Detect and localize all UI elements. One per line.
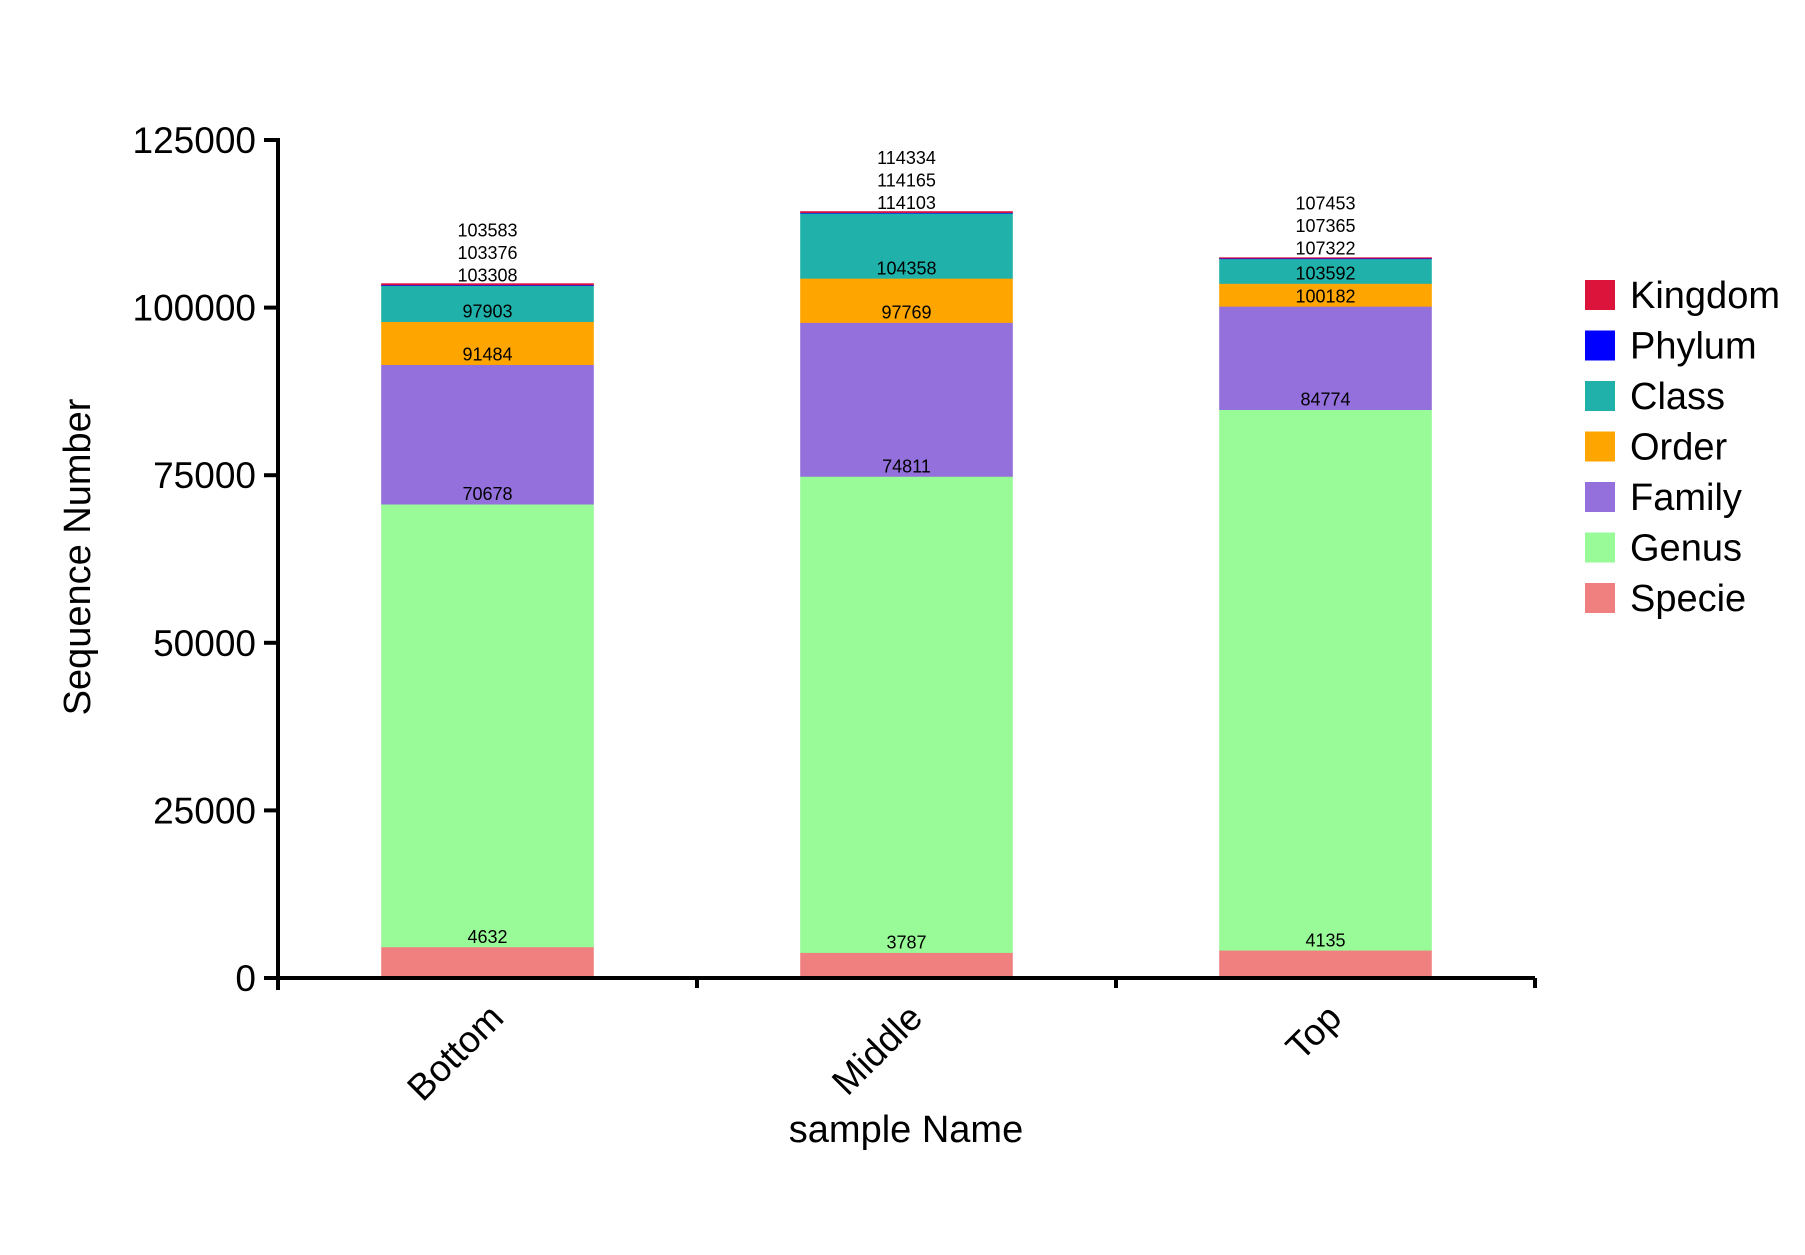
data-label-middle-genus: 74811 xyxy=(882,456,931,476)
data-label-middle-specie: 3787 xyxy=(886,933,926,953)
data-label-bottom-phylum: 103376 xyxy=(457,243,517,263)
bar-segment-top-family xyxy=(1219,306,1432,410)
legend-label-specie: Specie xyxy=(1630,578,1746,620)
y-tick-label: 25000 xyxy=(153,790,256,831)
legend-item-family: Family xyxy=(1585,477,1742,519)
y-tick-label: 75000 xyxy=(153,455,256,496)
legend: Kingdom Phylum Class Order Family Genus Specie xyxy=(1585,275,1780,620)
legend-label-order: Order xyxy=(1630,427,1727,469)
data-label-middle-class: 114103 xyxy=(877,193,936,213)
y-tick-label: 0 xyxy=(235,958,256,999)
bar-segment-middle-kingdom xyxy=(800,211,1013,213)
x-tick-label-bottom: Bottom xyxy=(399,997,511,1109)
legend-item-phylum: Phylum xyxy=(1585,326,1757,368)
y-tick-label: 100000 xyxy=(133,288,256,329)
data-label-bottom-order: 97903 xyxy=(462,302,512,322)
data-label-top-class: 107322 xyxy=(1295,239,1355,259)
data-label-bottom-class: 103308 xyxy=(457,265,517,285)
y-tick-label: 50000 xyxy=(153,623,256,664)
legend-label-family: Family xyxy=(1630,477,1742,519)
data-label-top-genus: 84774 xyxy=(1300,390,1350,410)
legend-swatch-family xyxy=(1585,482,1615,512)
x-axis-title: sample Name xyxy=(789,1109,1023,1151)
x-tick-label-middle: Middle xyxy=(824,997,930,1103)
data-label-middle-family: 97769 xyxy=(881,303,931,323)
bar-segment-top-genus xyxy=(1219,409,1432,951)
bars-layer xyxy=(381,211,1432,979)
y-axis-title: Sequence Number xyxy=(57,398,99,715)
bar-segment-middle-genus xyxy=(800,476,1013,953)
legend-item-order: Order xyxy=(1585,427,1727,469)
legend-label-kingdom: Kingdom xyxy=(1630,275,1780,317)
bar-segment-bottom-family xyxy=(381,364,594,505)
bar-segment-bottom-genus xyxy=(381,503,594,948)
data-label-top-kingdom: 107453 xyxy=(1295,194,1355,214)
data-label-top-family: 100182 xyxy=(1295,286,1355,306)
data-label-top-phylum: 107365 xyxy=(1295,216,1355,236)
legend-swatch-genus xyxy=(1585,532,1615,563)
bar-segment-middle-order xyxy=(800,278,1013,323)
bar-segment-bottom-order xyxy=(381,321,594,365)
y-tick-label: 125000 xyxy=(133,120,256,161)
legend-swatch-phylum xyxy=(1585,330,1615,361)
x-tick-label-top: Top xyxy=(1278,997,1349,1068)
legend-item-genus: Genus xyxy=(1585,528,1742,570)
data-label-bottom-genus: 70678 xyxy=(462,484,512,504)
legend-label-class: Class xyxy=(1630,376,1725,418)
data-label-middle-phylum: 114165 xyxy=(877,171,936,191)
bar-segment-top-class xyxy=(1219,258,1432,284)
bar-segment-top-kingdom xyxy=(1219,257,1432,259)
legend-swatch-class xyxy=(1585,381,1615,411)
bar-segment-middle-family xyxy=(800,322,1013,477)
data-label-top-order: 103592 xyxy=(1295,264,1355,284)
data-label-middle-kingdom: 114334 xyxy=(877,148,936,168)
data-label-bottom-specie: 4632 xyxy=(467,927,507,947)
bar-segment-top-specie xyxy=(1219,949,1432,979)
legend-item-class: Class xyxy=(1585,376,1725,418)
bar-segment-bottom-specie xyxy=(381,946,594,979)
bar-segment-bottom-kingdom xyxy=(381,283,594,286)
legend-item-kingdom: Kingdom xyxy=(1585,275,1780,317)
legend-label-genus: Genus xyxy=(1630,528,1742,570)
legend-swatch-kingdom xyxy=(1585,280,1615,310)
legend-item-specie: Specie xyxy=(1585,578,1746,620)
legend-swatch-specie xyxy=(1585,583,1615,613)
legend-label-phylum: Phylum xyxy=(1630,326,1757,368)
bar-segment-middle-specie xyxy=(800,952,1013,979)
data-label-middle-order: 104358 xyxy=(876,258,936,278)
data-label-bottom-family: 91484 xyxy=(462,345,512,365)
data-label-bottom-kingdom: 103583 xyxy=(457,220,517,240)
data-label-top-specie: 4135 xyxy=(1305,930,1345,950)
legend-swatch-order xyxy=(1585,431,1615,462)
